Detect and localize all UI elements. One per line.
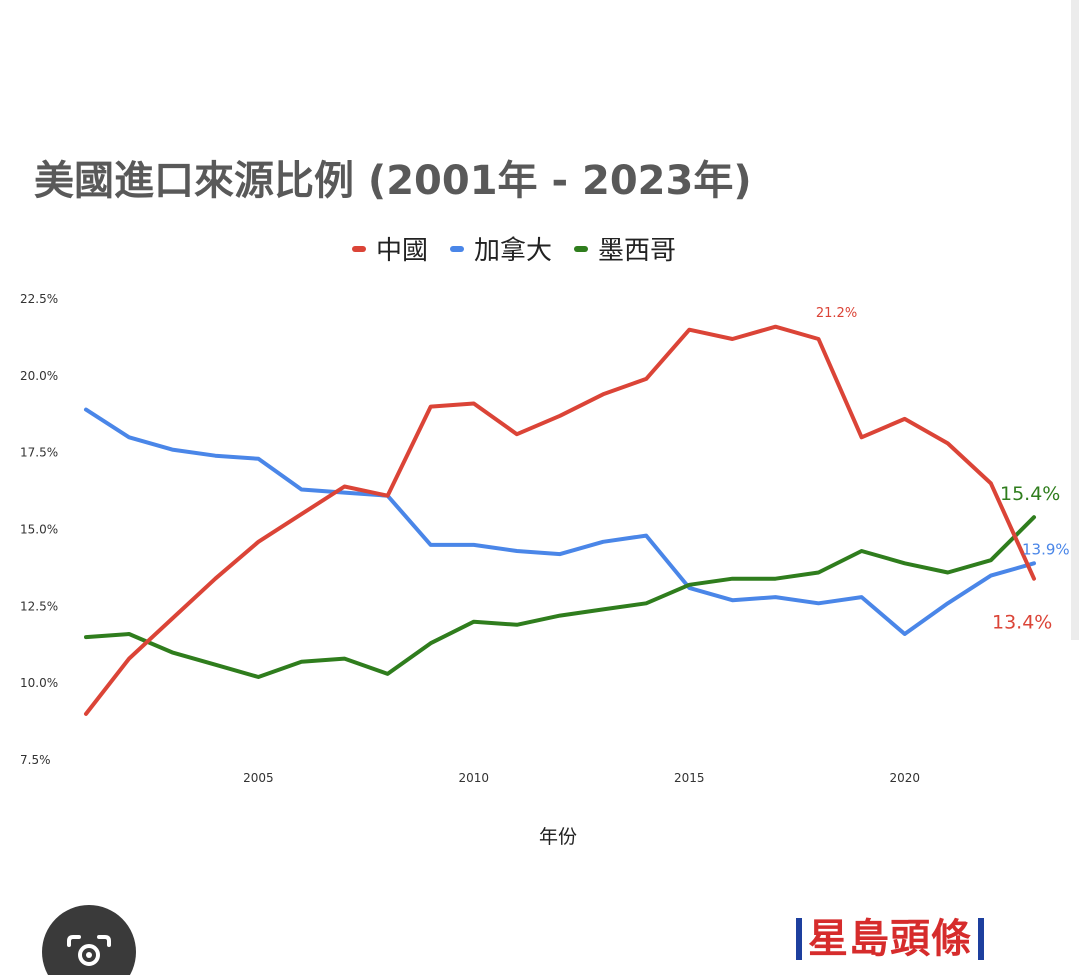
x-tick-label: 2005 [243, 771, 274, 785]
data-label: 21.2% [816, 306, 857, 321]
legend-item-mexico: 墨西哥 [574, 230, 676, 267]
logo-bar-left [796, 918, 802, 960]
x-axis-label: 年份 [539, 826, 577, 848]
legend-label-mexico: 墨西哥 [598, 236, 677, 266]
chart-title: 美國進口來源比例 (2001年 - 2023年) [34, 158, 752, 204]
camera-search-button[interactable] [42, 905, 136, 975]
x-tick-label: 2015 [674, 771, 705, 785]
line-chart-plot: 7.5% 10.0% 12.5% 15.0% 17.5% 20.0% 22.5% 2005 20… [20, 292, 1070, 848]
y-tick-label: 20.0% [20, 369, 58, 383]
series-line-china [84, 324, 1036, 716]
logo-bar-right [978, 918, 984, 960]
camera-search-icon [67, 935, 111, 966]
legend-swatch-china [352, 245, 366, 252]
y-tick-label: 15.0% [20, 523, 58, 537]
screen-edge [1071, 0, 1079, 640]
publisher-logo: 星島頭條 [790, 914, 990, 964]
legend-swatch-mexico [574, 245, 589, 252]
legend-label-china: 中國 [376, 236, 429, 266]
legend-item-canada: 加拿大 [450, 230, 552, 267]
data-label: 13.9% [1022, 540, 1070, 558]
chart-legend: 中國 加拿大 墨西哥 [352, 230, 698, 267]
x-tick-label: 2010 [459, 771, 490, 785]
y-tick-label: 22.5% [20, 292, 58, 306]
y-tick-label: 12.5% [20, 599, 58, 613]
y-tick-label: 7.5% [20, 753, 51, 767]
x-tick-label: 2020 [889, 771, 920, 785]
data-label: 13.4% [992, 612, 1052, 634]
series-line-mexico [84, 515, 1036, 679]
data-label: 15.4% [1000, 483, 1060, 505]
series-line-canada [84, 407, 1036, 636]
logo-text: 星島頭條 [808, 916, 972, 962]
legend-item-china: 中國 [352, 230, 428, 267]
y-tick-label: 10.0% [20, 676, 58, 690]
y-tick-label: 17.5% [20, 446, 58, 460]
legend-swatch-canada [450, 245, 465, 252]
legend-label-canada: 加拿大 [474, 236, 553, 266]
